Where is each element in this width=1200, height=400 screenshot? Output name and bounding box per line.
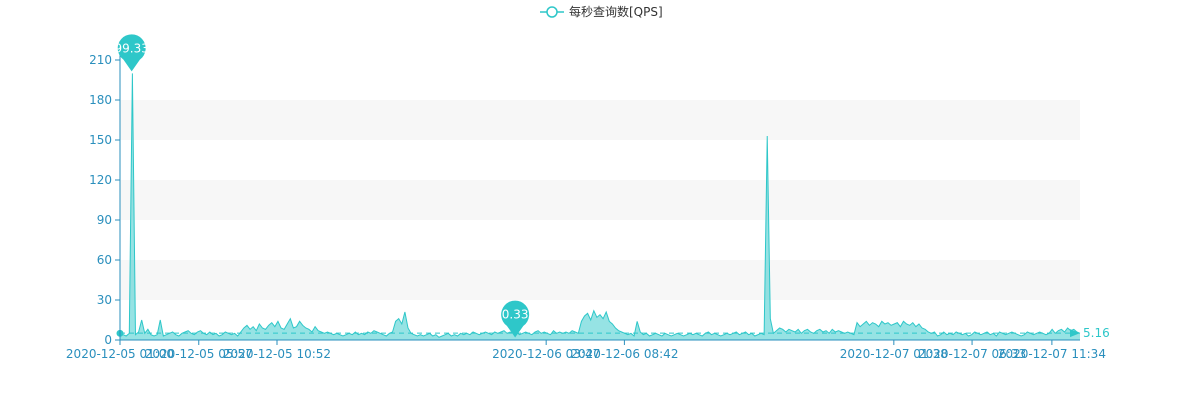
y-tick-label: 180	[89, 93, 112, 107]
grid-band	[120, 180, 1080, 220]
legend-label: 每秒查询数[QPS]	[569, 4, 663, 19]
y-tick-label: 90	[97, 213, 112, 227]
legend[interactable]: 每秒查询数[QPS]	[540, 4, 663, 19]
y-tick-label: 30	[97, 293, 112, 307]
grid-bands	[120, 100, 1080, 300]
x-tick-label: 2020-12-07 11:34	[998, 347, 1106, 361]
x-tick-label: 2020-12-05 05:57	[145, 347, 253, 361]
marks-layer: 99.33 0.33	[114, 34, 530, 338]
x-tick-label: 2020-12-07 01:38	[840, 347, 948, 361]
grid-band	[120, 260, 1080, 300]
y-tick-label: 0	[104, 333, 112, 347]
x-tick-label: 2020-12-07 06:33	[918, 347, 1026, 361]
mark-point-pin-icon[interactable]	[501, 300, 530, 338]
legend-circle-icon	[546, 6, 558, 18]
y-tick-label: 210	[89, 53, 112, 67]
y-tick-label: 150	[89, 133, 112, 147]
series-layer: 5.16	[116, 73, 1110, 340]
average-arrow-icon	[1070, 329, 1080, 338]
y-tick-label: 120	[89, 173, 112, 187]
x-tick-label: 2020-12-06 03:47	[492, 347, 600, 361]
mark-point-label: 99.33	[114, 41, 148, 55]
series-line	[119, 73, 1081, 338]
y-tick-label: 60	[97, 253, 112, 267]
grid-band	[120, 100, 1080, 140]
average-label: 5.16	[1083, 326, 1110, 340]
x-tick-label: 2020-12-05 01:00	[66, 347, 174, 361]
mark-point-pin-icon[interactable]	[117, 34, 146, 72]
x-tick-label: 2020-12-05 10:52	[223, 347, 331, 361]
x-tick-label: 2020-12-06 08:42	[570, 347, 678, 361]
mark-point-label: 0.33	[502, 308, 529, 322]
